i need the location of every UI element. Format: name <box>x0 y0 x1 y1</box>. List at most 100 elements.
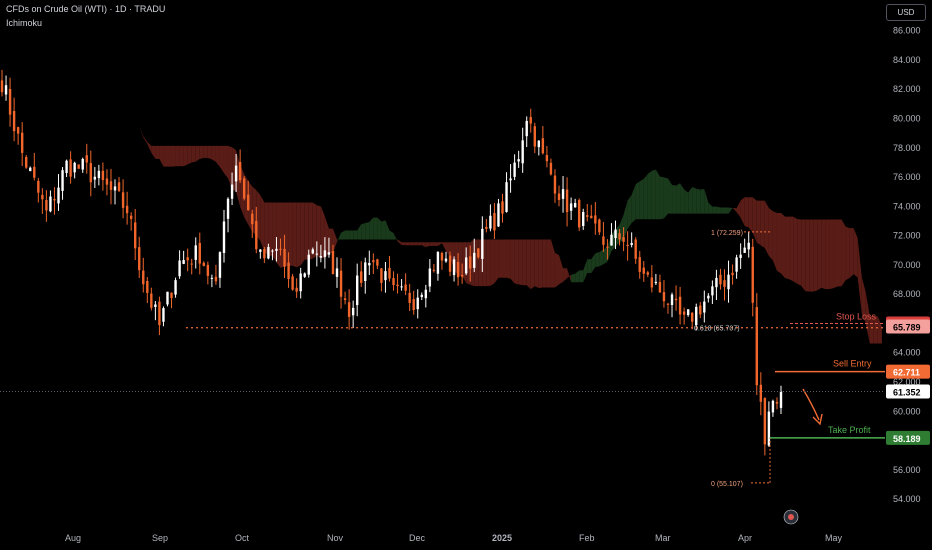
ichimoku-cloud-segment <box>397 239 402 246</box>
ichimoku-cloud-segment <box>781 212 786 279</box>
y-tick-label: 68.000 <box>893 289 921 299</box>
ichimoku-cloud-segment <box>559 255 564 285</box>
candle-body <box>727 274 730 290</box>
candle-body <box>69 159 72 177</box>
ichimoku-cloud-segment <box>441 242 446 251</box>
ichimoku-cloud-segment <box>869 315 874 344</box>
candle-body <box>509 178 512 181</box>
candle-body <box>682 311 686 315</box>
ichimoku-cloud-segment <box>631 184 636 224</box>
candle-body <box>121 192 125 208</box>
candle-body <box>271 250 274 252</box>
candle-body <box>360 271 363 283</box>
ichimoku-cloud-segment <box>223 145 229 179</box>
candle-body <box>202 262 206 266</box>
candle-body <box>8 88 12 115</box>
ichimoku-cloud-segment <box>381 220 386 240</box>
ichimoku-cloud-segment <box>373 217 378 240</box>
ichimoku-cloud-segment <box>760 200 765 249</box>
candle-body <box>610 234 613 246</box>
candle-body <box>364 262 367 282</box>
x-tick-label: Dec <box>409 533 426 543</box>
ichimoku-cloud-segment <box>817 219 822 291</box>
ichimoku-cloud-segment <box>728 207 733 214</box>
ichimoku-cloud-segment <box>776 212 781 274</box>
candle-body <box>166 291 169 305</box>
y-tick-label: 76.000 <box>893 172 921 182</box>
ichimoku-cloud-segment <box>466 242 471 285</box>
candle-body <box>622 237 625 242</box>
ichimoku-cloud-segment <box>167 145 172 167</box>
ichimoku-cloud-segment <box>401 242 406 246</box>
ichimoku-cloud-segment <box>151 145 156 159</box>
y-tick-label: 62.000 <box>893 377 921 387</box>
ichimoku-cloud-segment <box>147 141 152 153</box>
ichimoku-cloud-segment <box>417 242 422 246</box>
ichimoku-cloud-segment <box>772 211 777 271</box>
ichimoku-cloud-segment <box>421 242 426 247</box>
ichimoku-cloud-segment <box>199 145 204 159</box>
ichimoku-cloud-segment <box>825 219 830 290</box>
candle-body <box>146 280 149 293</box>
candle-body <box>323 250 327 257</box>
ichimoku-cloud-segment <box>655 169 660 220</box>
ichimoku-cloud-segment <box>764 200 769 256</box>
candle-body <box>703 301 706 313</box>
ichimoku-cloud-segment <box>328 228 333 254</box>
candle-body <box>715 277 718 288</box>
ichimoku-cloud-segment <box>542 239 547 288</box>
candle-body <box>154 304 157 307</box>
ichimoku-cloud-segment <box>433 242 438 246</box>
candle-body <box>711 286 714 296</box>
replay-icon-dot <box>788 514 794 520</box>
fib-0618-label: 0.618 (65.707) <box>694 326 740 333</box>
indicator-label[interactable]: Ichimoku <box>6 18 43 28</box>
ichimoku-cloud-segment <box>692 186 697 214</box>
x-tick-label: Mar <box>655 533 671 543</box>
candle-body <box>650 277 654 288</box>
candle-body <box>138 247 141 271</box>
ichimoku-cloud-segment <box>845 226 850 281</box>
ichimoku-cloud-segment <box>575 270 580 283</box>
candle-body <box>174 280 177 295</box>
candle-body <box>590 215 593 219</box>
candle-body <box>513 162 516 177</box>
ichimoku-cloud-segment <box>849 228 854 278</box>
ichimoku-cloud-segment <box>663 177 668 219</box>
ichimoku-cloud-segment <box>292 202 297 268</box>
ichimoku-cloud-segment <box>296 202 301 268</box>
candle-body <box>408 292 411 303</box>
ichimoku-cloud-segment <box>522 239 527 286</box>
candle-body <box>674 298 678 301</box>
candle-body <box>142 270 145 285</box>
ichimoku-cloud-segment <box>518 239 523 286</box>
candle-body <box>545 155 549 162</box>
candle-body <box>751 246 754 303</box>
last-price-tag-box <box>886 384 930 399</box>
y-tick-label: 82.000 <box>893 84 921 94</box>
ichimoku-cloud-segment <box>171 145 176 167</box>
ichimoku-cloud-segment <box>486 239 491 287</box>
currency-button[interactable]: USD <box>886 4 926 21</box>
candle-body <box>666 303 670 305</box>
ichimoku-cloud-segment <box>797 218 802 286</box>
candle-body <box>210 277 214 279</box>
ichimoku-cloud-segment <box>110 85 116 99</box>
ichimoku-cloud-segment <box>688 186 693 214</box>
candle-body <box>283 248 286 267</box>
ichimoku-cloud-segment <box>341 230 346 240</box>
ichimoku-cloud-segment <box>837 219 842 287</box>
ichimoku-cloud-segment <box>393 233 398 242</box>
ichimoku-cloud-segment <box>530 239 535 290</box>
ichimoku-cloud-segment <box>308 202 313 260</box>
ichimoku-cloud-segment <box>873 315 878 344</box>
ichimoku-cloud-segment <box>349 230 354 240</box>
y-tick-label: 84.000 <box>893 55 921 65</box>
ichimoku-cloud-segment <box>187 145 192 165</box>
candle-body <box>686 309 690 316</box>
ichimoku-cloud-segment <box>708 202 713 214</box>
candle-body <box>41 194 44 200</box>
candle-body <box>533 126 536 147</box>
candle-body <box>755 307 758 386</box>
